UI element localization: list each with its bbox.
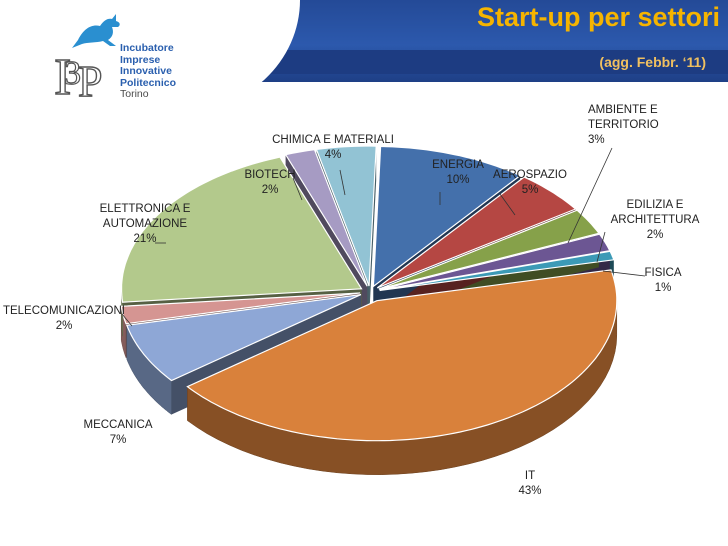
- logo-line: Incubatore: [120, 42, 174, 54]
- slice-label-line: ELETTRONICA E: [100, 203, 191, 215]
- slice-label-line: TELECOMUNICAZIONI: [3, 305, 125, 317]
- slice-percent: 4%: [325, 149, 342, 161]
- pie-slice: [121, 156, 363, 303]
- logo-line: Innovative: [120, 65, 172, 77]
- slice-percent: 2%: [262, 184, 279, 196]
- slice-label-line: ENERGIA: [432, 159, 484, 171]
- slice-label-line: AUTOMAZIONE: [103, 218, 187, 230]
- pie-slice: [379, 233, 611, 291]
- slice-label: MECCANICA 7%: [83, 419, 152, 446]
- leader-line: [121, 313, 133, 327]
- pie-slice: [376, 176, 577, 289]
- slice-percent: 43%: [518, 485, 541, 497]
- leader-line: [292, 177, 303, 201]
- svg-text:P: P: [78, 57, 102, 102]
- slice-label: FISICA 1%: [644, 267, 681, 294]
- logo-line: Politecnico: [120, 76, 177, 89]
- pie-tops: [120, 145, 618, 442]
- slice-percent: 2%: [56, 320, 73, 332]
- slice-percent: 10%: [446, 174, 469, 186]
- pie-slice: [372, 145, 522, 288]
- leader-line: [596, 231, 606, 263]
- slice-label: EDILIZIA E ARCHITETTURA 2%: [611, 199, 700, 241]
- slice-percent: 5%: [522, 184, 539, 196]
- svg-text:3: 3: [64, 55, 81, 92]
- slice-label-line: IT: [525, 470, 535, 482]
- page-subtitle: (agg. Febbr. ‘11): [599, 54, 706, 70]
- logo-city: Torino: [120, 88, 149, 100]
- pie-labels: ENERGIA 10% AEROSPAZIO 5% AMBIENTE E TERRITOR…: [3, 104, 700, 497]
- leader-line: [339, 169, 346, 196]
- pie-slice: [379, 250, 615, 292]
- pie-slice: [125, 293, 362, 382]
- slice-percent: 21%: [133, 233, 156, 245]
- slice-percent: 1%: [655, 282, 672, 294]
- slice-label: CHIMICA E MATERIALI 4%: [272, 134, 394, 161]
- leader-line: [567, 147, 613, 244]
- slice-label-line: AMBIENTE E: [588, 104, 658, 116]
- slice-label: ELETTRONICA E AUTOMAZIONE 21%: [100, 203, 191, 245]
- pie-slice: [378, 209, 600, 290]
- logo-text: Incubatore Imprese Innovative Politecnic…: [120, 42, 177, 101]
- slice-label: BIOTECH 2%: [244, 169, 295, 196]
- page-title: Start-up per settori: [476, 2, 720, 32]
- slice-label: AMBIENTE E TERRITORIO 3%: [588, 104, 659, 146]
- pie-slice: [284, 149, 368, 287]
- slice-percent: 7%: [110, 434, 127, 446]
- slice-percent: 2%: [647, 229, 664, 241]
- slice-label: ENERGIA 10%: [432, 159, 484, 186]
- slice-label-line: FISICA: [644, 267, 681, 279]
- pie-slice: [315, 145, 377, 287]
- slice-label-line: BIOTECH: [244, 169, 295, 181]
- i3p-logo-icon: I 3 P: [53, 48, 103, 102]
- slice-label: AEROSPAZIO 5%: [493, 169, 567, 196]
- slice-percent: 3%: [588, 134, 605, 146]
- slice-label-line: AEROSPAZIO: [493, 169, 567, 181]
- svg-text:I: I: [54, 49, 71, 102]
- slice-label-line: TERRITORIO: [588, 119, 659, 131]
- leader-line: [499, 193, 516, 216]
- slice-label: IT 43%: [518, 470, 541, 497]
- slice-label: TELECOMUNICAZIONI 2%: [3, 305, 125, 332]
- slice-label-line: EDILIZIA E: [627, 199, 684, 211]
- slice-label-line: ARCHITETTURA: [611, 214, 700, 226]
- slice-label-line: CHIMICA E MATERIALI: [272, 134, 394, 146]
- logo-line: Imprese: [120, 53, 161, 66]
- slice-label-line: MECCANICA: [83, 419, 152, 431]
- pie-slice: [186, 269, 618, 442]
- kangaroo-icon: [72, 14, 120, 48]
- leader-line: [602, 270, 646, 277]
